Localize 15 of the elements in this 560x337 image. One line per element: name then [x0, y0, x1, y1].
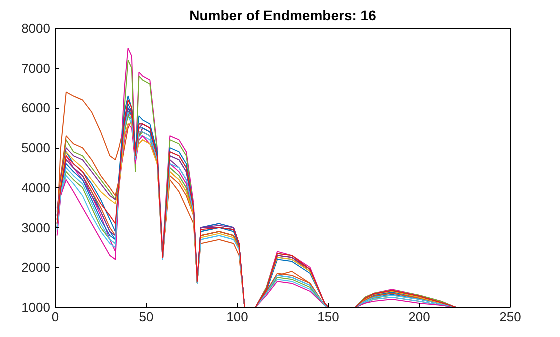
y-tick-label: 2000 [22, 260, 50, 276]
x-tick-label: 50 [139, 310, 154, 324]
x-tick-label: 150 [318, 310, 340, 324]
y-tick-label: 5000 [22, 140, 50, 156]
y-tick-label: 1000 [22, 300, 50, 315]
y-tick-label: 3000 [22, 220, 50, 236]
chart-title: Number of Endmembers: 16 [190, 8, 377, 24]
x-tick-label: 100 [226, 310, 248, 324]
y-tick-label: 6000 [22, 100, 50, 116]
x-tick-label: 250 [500, 310, 522, 324]
x-tick-label: 0 [52, 310, 60, 324]
y-tick-label: 8000 [22, 21, 50, 36]
y-tick-label: 4000 [22, 180, 50, 196]
y-tick-label: 7000 [22, 60, 50, 76]
x-tick-label: 200 [408, 310, 430, 324]
